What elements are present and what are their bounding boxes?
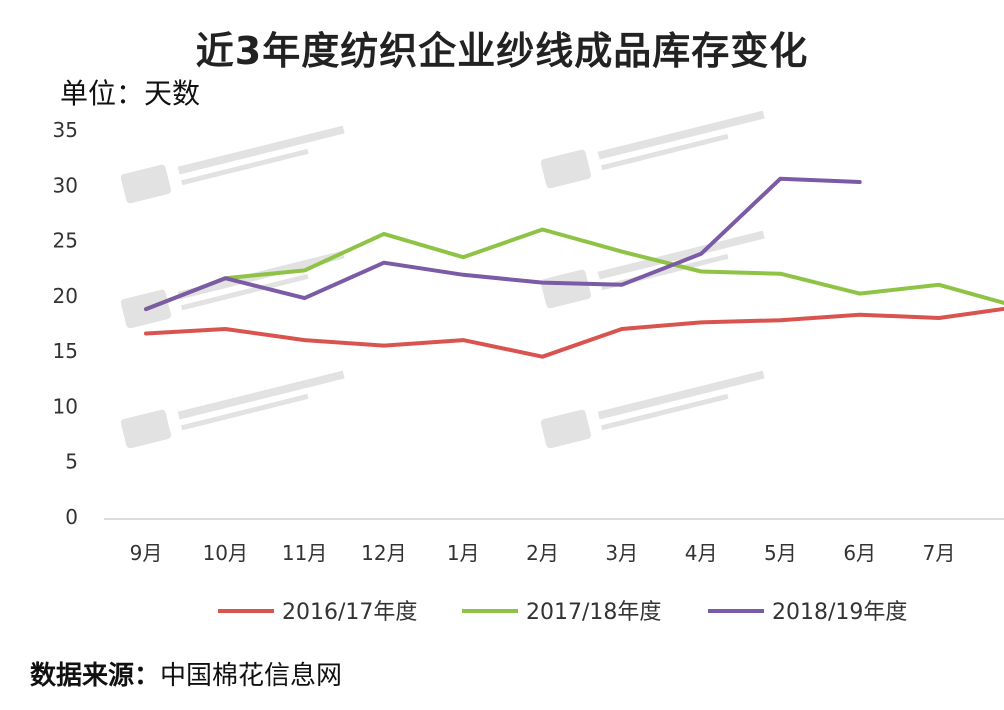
watermark [120,370,345,449]
x-tick-label: 7月 [923,541,956,565]
x-tick-label: 2月 [526,541,559,565]
x-tick-label: 12月 [361,541,406,565]
source-label: 数据来源： [30,661,161,691]
x-tick-label: 1月 [447,541,480,565]
y-tick-label: 30 [53,173,78,197]
watermark [540,110,765,189]
x-tick-label: 10月 [203,541,248,565]
y-tick-label: 0 [65,505,78,529]
y-tick-label: 35 [53,118,78,142]
x-tick-label: 5月 [764,541,797,565]
series-line-3 [144,176,862,312]
watermark-layer [120,110,765,449]
legend-item: 2016/17年度 [218,600,417,625]
legend-item: 2017/18年度 [462,600,661,625]
legend-label: 2017/18年度 [526,600,661,625]
legend-label: 2016/17年度 [282,600,417,625]
x-tick-label: 11月 [282,541,327,565]
source-value: 中国棉花信息网 [160,661,343,691]
series-line-1 [144,306,1004,359]
x-tick-label: 6月 [843,541,876,565]
y-tick-label: 5 [65,450,78,474]
legend-item: 2018/19年度 [708,600,907,625]
x-axis-ticks: 9月10月11月12月1月2月3月4月5月6月7月8 [130,541,956,565]
series-line-2 [144,227,1004,312]
legend: 2016/17年度 2017/18年度 2018/19年度 [218,600,907,625]
y-tick-label: 20 [53,284,78,308]
watermark [120,125,345,204]
chart-title: 近3年度纺织企业纱线成品库存变化 [195,29,809,73]
x-tick-label: 3月 [605,541,638,565]
legend-label: 2018/19年度 [772,600,907,625]
watermark [540,370,765,449]
x-tick-label: 9月 [130,541,163,565]
y-axis-ticks: 0 5 10 15 20 25 30 35 [53,118,78,529]
line-chart: 0 5 10 15 20 25 30 35 9月 10月 11月 12月 1月 2月 3月 4月 5月 6月 7月… [53,110,1004,625]
watermark [540,230,765,309]
y-tick-label: 15 [53,339,78,363]
series-lines [144,176,1004,359]
watermark [120,250,345,329]
data-source: 数据来源：中国棉花信息网 [30,655,342,692]
x-tick-label: 4月 [685,541,718,565]
y-tick-label: 10 [53,394,78,418]
y-tick-label: 25 [53,229,78,253]
unit-label: 单位：天数 [60,77,201,110]
